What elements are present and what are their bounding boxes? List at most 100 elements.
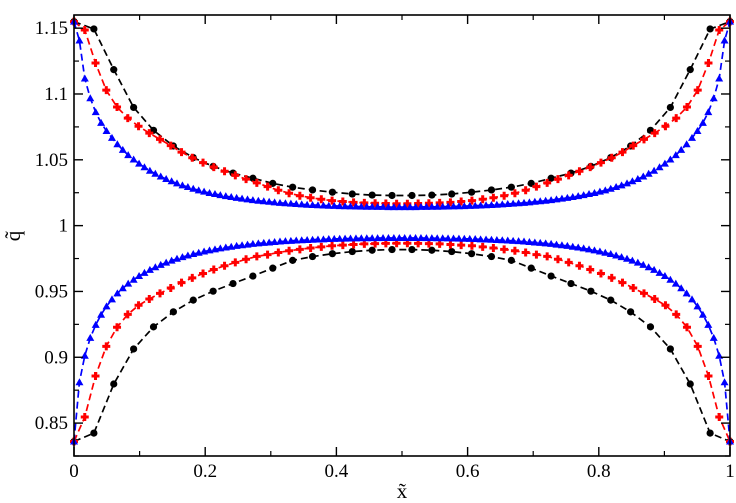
series-3-lower-point (313, 235, 322, 243)
series-1-upper-point (289, 183, 297, 191)
series-3-lower-point (151, 263, 160, 271)
series-1-upper-point (468, 188, 476, 196)
series-1-upper-point (388, 191, 396, 200)
series-3-upper-point (243, 195, 252, 203)
series-3-lower-point (590, 246, 599, 254)
series-2-upper-point (295, 191, 304, 200)
series-2-upper-point (274, 186, 283, 195)
series-2-upper-point (156, 135, 165, 144)
series-2-upper-point (478, 195, 487, 204)
series-3-lower-point (503, 236, 512, 244)
series-3-lower-point (547, 239, 556, 247)
series-3-upper-point (362, 202, 371, 210)
series-3-upper-point (341, 202, 350, 210)
series-3-lower-point (319, 235, 328, 243)
series-2-lower-point (113, 323, 122, 332)
series-3-lower-point (416, 234, 425, 242)
series-3-lower-point (118, 284, 127, 292)
series-2-upper-point (252, 178, 261, 187)
series-2-lower-point (220, 261, 229, 270)
series-2-upper-point (629, 141, 638, 150)
series-3-upper-point (80, 74, 89, 82)
series-2-lower-point (586, 265, 595, 274)
series-1-lower-point (130, 345, 138, 353)
series-2-upper-point (285, 189, 294, 198)
series-3-lower-point (400, 234, 409, 242)
series-3-lower-point (633, 258, 642, 266)
series-3-upper-point (379, 202, 388, 210)
series-3-upper-point (319, 201, 328, 209)
series-3-upper-point (633, 175, 642, 183)
series-3-lower-point (536, 238, 545, 246)
y-tick-label: 0.85 (35, 413, 68, 434)
series-3-lower-point (482, 235, 491, 243)
y-tick-label: 1 (59, 216, 69, 237)
series-3-upper-point (482, 201, 491, 209)
series-3-lower-point (205, 246, 214, 254)
y-tick-label: 1.1 (44, 84, 68, 105)
series-1-upper-point (507, 183, 515, 191)
series-3-lower-point (248, 239, 257, 247)
series-3-lower-point (476, 235, 485, 243)
series-1-lower-point (567, 279, 575, 288)
plot-frame (73, 14, 731, 457)
series-3-lower-point (411, 234, 420, 242)
series-2-lower-point (543, 252, 552, 261)
series-3-lower-point (655, 268, 664, 276)
series-3-lower-point (438, 234, 447, 242)
series-2-upper-point (532, 182, 541, 191)
series-1-lower-point (428, 246, 436, 254)
series-3-upper-point (238, 194, 247, 202)
series-3-upper-point (639, 172, 648, 180)
series-3-lower-point (454, 234, 463, 242)
series-1-lower-point (328, 250, 336, 258)
series-2-upper-point (704, 59, 713, 68)
plot-data (70, 17, 734, 446)
series-3-upper-point (156, 172, 165, 180)
series-2-lower-point (553, 255, 562, 264)
series-3-lower-point (232, 241, 241, 249)
series-3-upper-point (335, 202, 344, 210)
series-2-upper-point (543, 178, 552, 187)
series-2-lower-point (274, 248, 283, 257)
series-2-upper-point (672, 114, 681, 123)
series-3-upper-point (411, 203, 420, 211)
series-3-lower-point (585, 245, 594, 253)
series-2-lower-point (704, 371, 713, 380)
series-3-lower-point (129, 275, 138, 283)
series-2-lower-point (489, 244, 498, 253)
series-2-upper-point (715, 26, 724, 35)
series-2-upper-point (80, 26, 89, 35)
series-1-lower-point (388, 245, 396, 254)
series-1-upper-point (249, 174, 257, 182)
series-2-lower-point (123, 310, 132, 319)
series-3-upper-point (688, 133, 697, 141)
y-tick-label: 1.15 (35, 18, 68, 39)
series-3-lower-point (275, 237, 284, 245)
series-3-upper-point (541, 196, 550, 204)
series-3-upper-point (113, 140, 122, 148)
series-3-upper-point (91, 108, 100, 116)
series-3-lower-point (433, 234, 442, 242)
series-3-lower-point (259, 238, 268, 246)
series-1-lower-point (149, 323, 158, 331)
series-3-upper-point (330, 201, 339, 209)
series-2-lower-point (328, 241, 337, 250)
series-3-lower-point (709, 333, 718, 341)
series-3-lower-point (324, 235, 333, 243)
series-1-lower-point (169, 308, 177, 316)
series-3-lower-point (270, 237, 279, 245)
series-3-upper-point (406, 203, 415, 211)
series-2-lower-point (295, 245, 304, 254)
series-3-lower-point (297, 236, 306, 244)
series-2-lower-point (317, 242, 326, 251)
series-3-lower-point (612, 251, 621, 259)
series-3-lower-point (406, 234, 415, 242)
series-1-lower-point (368, 246, 376, 254)
series-3-upper-point (460, 202, 469, 210)
series-2-upper-point (661, 122, 670, 131)
series-3-lower-point (362, 234, 371, 242)
series-3-upper-point (655, 163, 664, 171)
series-1-lower-point (408, 245, 416, 254)
series-2-upper-point (91, 59, 100, 68)
